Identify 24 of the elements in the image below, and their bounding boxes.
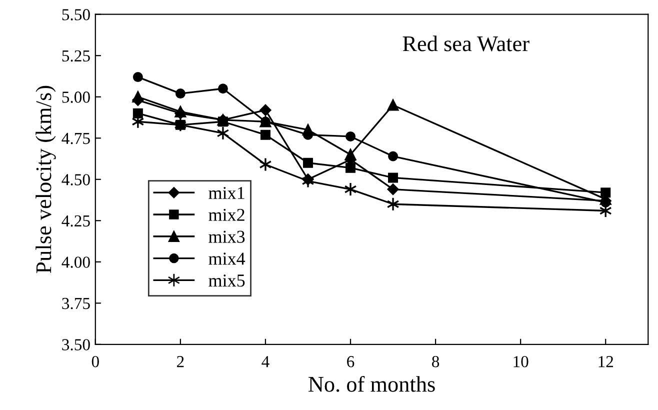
x-tick-label: 4 [262,356,270,368]
y-tick-label: 3.50 [62,339,90,350]
text: Red sea Water [402,36,530,52]
y-tick-label: 4.50 [62,174,90,186]
y-tick-label: 4.00 [62,256,90,268]
x-axis-title: No. of months [308,376,435,392]
y-axis-title: Pulse velocity (km/s) [36,86,56,274]
y-tick-label: 5.50 [62,9,90,20]
y-tick-label: 4.75 [62,132,90,144]
legend-label: mix5 [208,274,245,287]
legend-label: mix4 [208,252,246,265]
x-tick-label: 8 [432,356,440,368]
legend-label: mix2 [208,208,244,221]
legend-label: mix1 [208,186,244,199]
x-tick-label: 12 [598,356,614,368]
x-tick-label: 10 [514,356,528,368]
x-tick-label: 0 [92,356,99,368]
y-tick-label: 3.75 [62,298,90,310]
legend-label: mix3 [208,230,245,243]
x-tick-label: 6 [347,356,354,368]
y-tick-label: 5.00 [62,92,90,103]
x-tick-label: 2 [177,356,184,368]
y-tick-label: 4.25 [62,215,90,227]
y-tick-label: 5.25 [62,50,90,62]
